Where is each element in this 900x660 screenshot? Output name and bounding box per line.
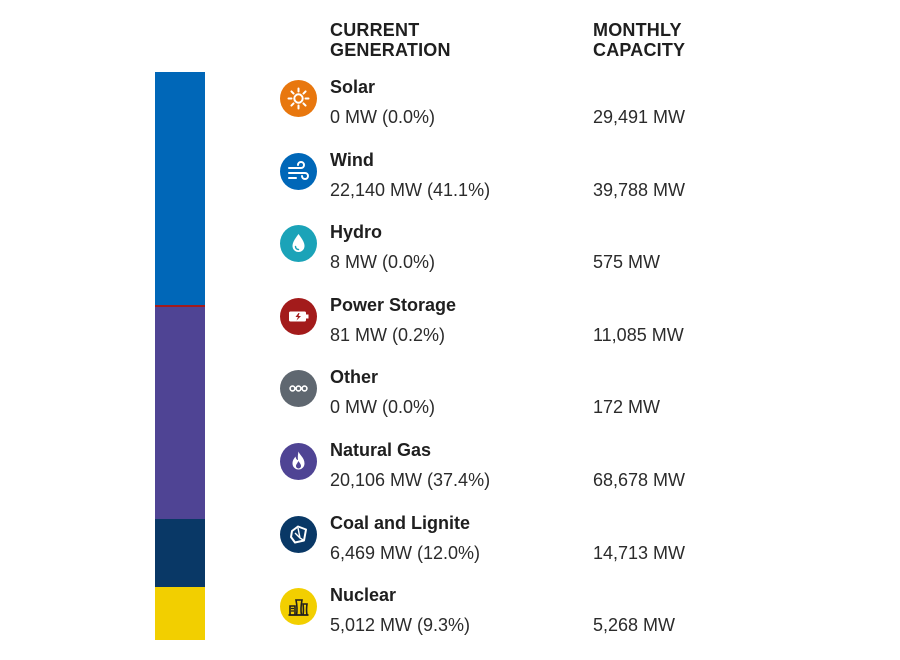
source-name: Nuclear — [330, 585, 397, 606]
sun-icon — [280, 80, 317, 117]
monthly-capacity-value: 11,085 MW — [593, 324, 684, 345]
row-power-storage: Power Storage 81 MW (0.2%) 11,085 MW — [280, 295, 780, 370]
current-generation-value: 0 MW (0.0%) — [330, 397, 436, 418]
wind-icon — [280, 152, 317, 190]
row-natural-gas: Natural Gas 20,106 MW (37.4%) 68,678 MW — [280, 440, 780, 515]
source-name: Wind — [330, 149, 374, 170]
monthly-capacity-value: 39,788 MW — [593, 179, 686, 200]
current-generation-value: 5,012 MW (9.3%) — [330, 615, 471, 636]
header-current-generation: CURRENT GENERATION — [330, 20, 451, 60]
bar-segment-nuclear — [155, 587, 205, 640]
source-name: Coal and Lignite — [330, 512, 471, 533]
monthly-capacity-value: 29,491 MW — [593, 107, 686, 127]
source-name: Other — [330, 367, 379, 388]
bar-segment-coal-and-lignite — [155, 519, 205, 588]
bar-segment-natural-gas — [155, 306, 205, 519]
generation-stacked-bar — [155, 72, 205, 640]
bar-segment-wind — [155, 72, 205, 306]
monthly-capacity-value: 14,713 MW — [593, 542, 686, 563]
row-coal-and-lignite: Coal and Lignite 6,469 MW (12.0%) 14,713 M… — [280, 513, 780, 588]
source-name: Hydro — [330, 222, 383, 243]
current-generation-value: 81 MW (0.2%) — [330, 324, 446, 345]
more-dots-icon — [280, 370, 317, 408]
header-monthly-capacity: MONTHLY CAPACITY — [593, 20, 686, 60]
current-generation-value: 20,106 MW (37.4%) — [330, 470, 491, 490]
source-name: Power Storage — [330, 294, 457, 315]
nuclear-plant-icon — [280, 588, 317, 626]
current-generation-value: 0 MW (0.0%) — [330, 107, 436, 127]
row-wind: Wind 22,140 MW (41.1%) 39,788 MW — [280, 150, 780, 225]
monthly-capacity-value: 68,678 MW — [593, 470, 686, 490]
current-generation-value: 8 MW (0.0%) — [330, 252, 436, 273]
monthly-capacity-value: 575 MW — [593, 252, 661, 273]
row-other: Other 0 MW (0.0%) 172 MW — [280, 367, 780, 442]
row-nuclear: Nuclear 5,012 MW (9.3%) 5,268 MW — [280, 585, 780, 660]
source-name: Solar — [330, 77, 376, 97]
row-hydro: Hydro 8 MW (0.0%) 575 MW — [280, 222, 780, 297]
water-drop-icon — [280, 225, 317, 263]
source-name: Natural Gas — [330, 440, 432, 460]
monthly-capacity-value: 172 MW — [593, 397, 661, 418]
current-generation-value: 22,140 MW (41.1%) — [330, 179, 491, 200]
current-generation-value: 6,469 MW (12.0%) — [330, 542, 481, 563]
row-solar: Solar 0 MW (0.0%) 29,491 MW — [280, 77, 780, 152]
coal-icon — [280, 515, 317, 553]
flame-icon — [280, 443, 317, 480]
monthly-capacity-value: 5,268 MW — [593, 615, 676, 636]
bar-segment-power-storage — [155, 305, 205, 307]
battery-icon — [280, 297, 317, 335]
